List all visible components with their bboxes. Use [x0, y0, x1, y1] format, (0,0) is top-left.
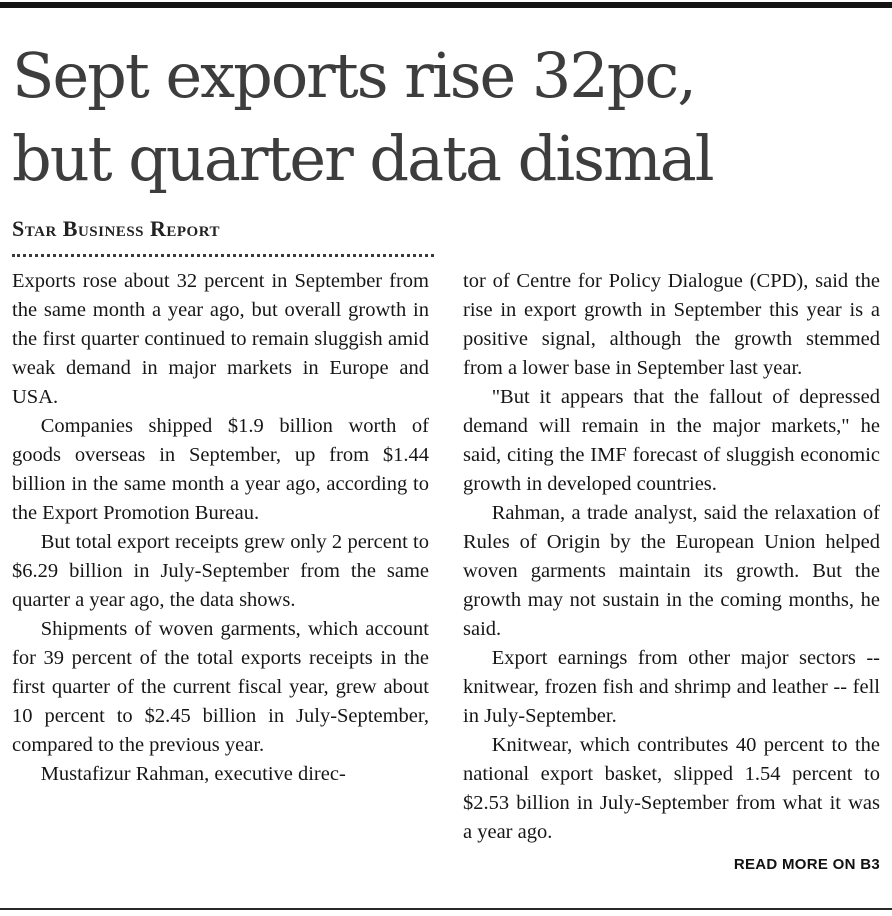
paragraph: Mustafizur Rahman, executive direc-	[40, 763, 346, 785]
paragraph: But total export receipts grew only 2 pe…	[12, 531, 429, 611]
paragraph: tor of Centre for Policy Dialogue (CPD),…	[463, 270, 880, 379]
paragraph: Export earnings from other major sectors…	[463, 647, 880, 727]
headline: Sept exports rise 32pc, but quarter data…	[12, 34, 880, 200]
headline-line-1: Sept exports rise 32pc,	[12, 39, 697, 112]
paragraph: Shipments of woven garments, which accou…	[12, 618, 429, 756]
dotted-separator	[12, 254, 434, 257]
right-column: tor of Centre for Policy Dialogue (CPD),…	[463, 267, 880, 879]
bottom-border-rule	[0, 908, 892, 910]
article-content: Sept exports rise 32pc, but quarter data…	[12, 34, 880, 879]
paragraph: Companies shipped $1.9 billion worth of …	[12, 415, 429, 524]
paragraph: Rahman, a trade analyst, said the relaxa…	[463, 502, 880, 640]
paragraph: Exports rose about 32 percent in Septemb…	[12, 270, 429, 408]
paragraph: "But it appears that the fallout of depr…	[463, 386, 880, 495]
byline: Star Business Report	[12, 216, 221, 241]
paragraph: Knitwear, which contributes 40 percent t…	[463, 734, 880, 843]
article-body: Exports rose about 32 percent in Septemb…	[12, 267, 880, 879]
read-more-note: READ MORE ON B3	[733, 856, 880, 873]
headline-line-2: but quarter data dismal	[12, 122, 715, 195]
top-border-rule	[0, 2, 892, 8]
left-column: Exports rose about 32 percent in Septemb…	[12, 267, 429, 879]
